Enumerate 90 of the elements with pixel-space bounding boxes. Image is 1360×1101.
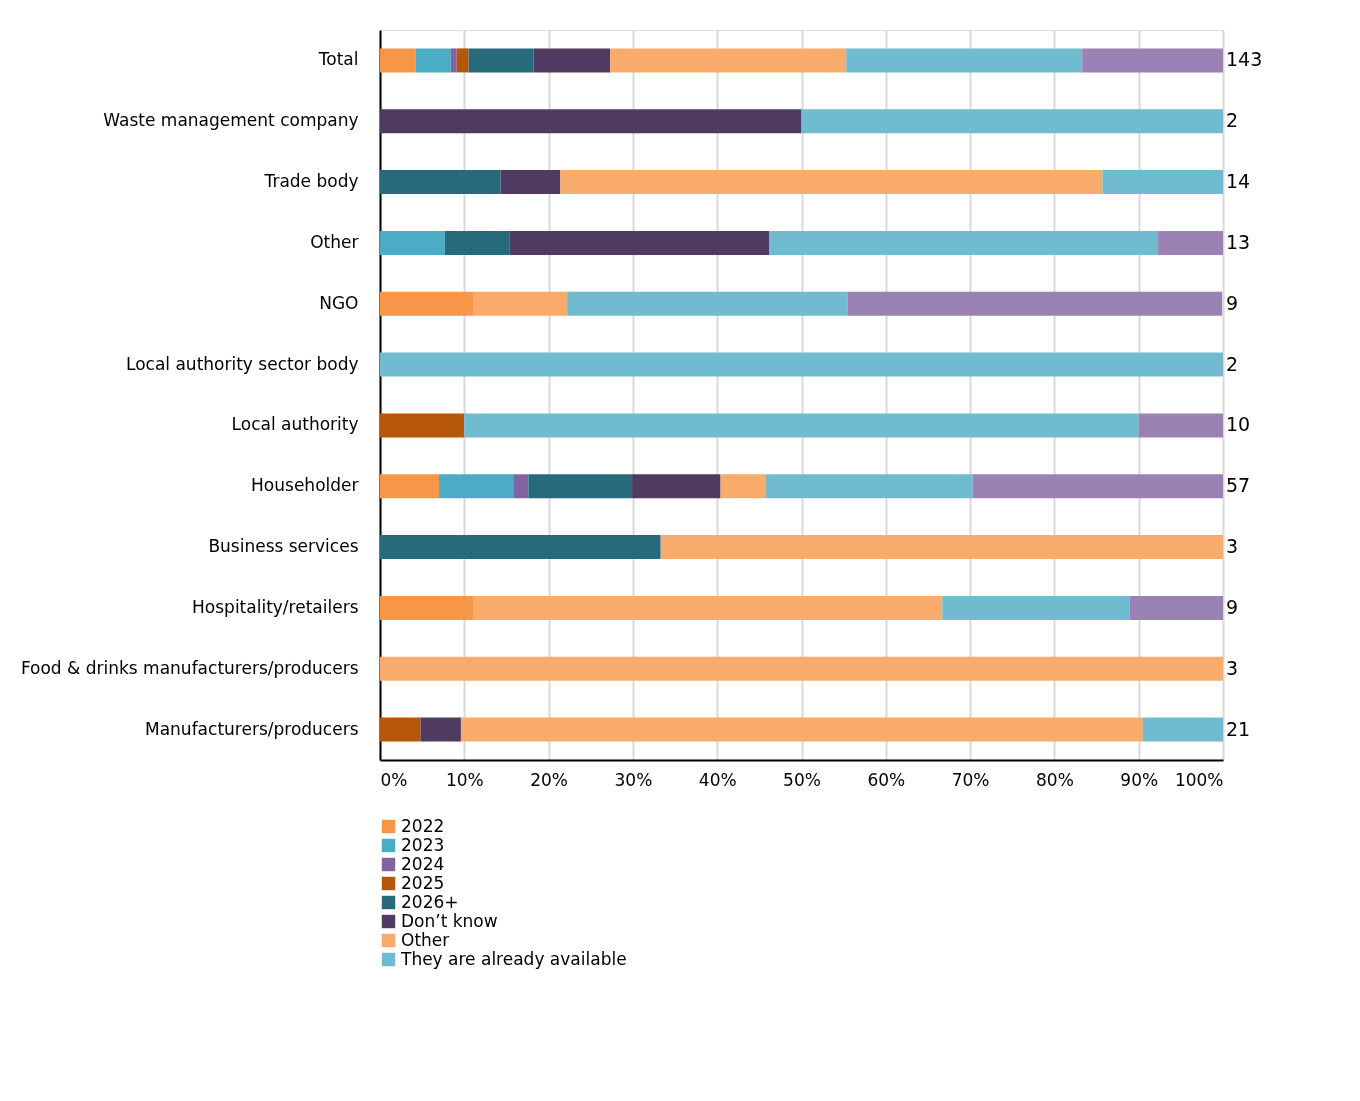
bar [769,230,1159,255]
bar [380,595,474,620]
bar [420,717,461,742]
y-tick-label: Trade body [263,171,359,192]
text: 3 [1226,656,1239,679]
y-tick-label: NGO [319,292,359,313]
bar [439,474,514,499]
bar [468,48,534,73]
y-tick-label: Manufacturers/producers [145,718,359,739]
text: 9 [1226,291,1239,314]
legend-label: 2023 [401,834,445,855]
x-tick-label: 0% [380,769,408,790]
legend-label: Don’t know [401,910,498,931]
y-tick-label: Hospitality/retailers [192,596,359,617]
bar [450,48,457,73]
bar [380,717,421,742]
legend-label: Other [401,929,450,950]
text: 13 [1226,230,1251,253]
text: 2 [1226,109,1239,132]
y-tick-label: Other [310,231,359,252]
legend-label: 2025 [401,872,445,893]
bar [380,109,802,134]
bar [972,474,1223,499]
text: 14 [1226,170,1251,193]
bar [632,474,721,499]
bar [380,474,440,499]
bar [1082,48,1223,73]
bar [765,474,973,499]
legend-label: 2022 [401,815,445,836]
x-tick-label: 30% [614,769,653,790]
y-tick-label: Local authority sector body [125,353,359,374]
x-tick-label: 10% [445,769,484,790]
bar [1142,717,1223,742]
y-tick-label: Householder [251,475,359,496]
bar [464,413,1139,438]
bar [610,48,847,73]
bar [1158,230,1223,255]
bar [380,170,501,195]
y-tick-label: Total [317,49,359,70]
bar [1129,595,1223,620]
bar [380,48,416,73]
bar [456,48,469,73]
x-tick-label: 80% [1036,769,1074,790]
text: 2 [1226,352,1239,375]
bar [1138,413,1223,438]
bar [444,230,510,255]
bar [720,474,766,499]
legend-label: 2026+ [401,891,459,912]
x-tick-label: 70% [951,769,990,790]
bar [513,474,529,499]
bar [533,48,611,73]
bar [380,656,1223,681]
text: 3 [1226,535,1239,558]
text: 143 [1226,48,1263,71]
bar [473,595,943,620]
legend-label: They are already available [400,948,627,969]
bar [460,717,1143,742]
bar [1102,170,1223,195]
bar [509,230,770,255]
legend-label: 2024 [401,853,445,874]
y-tick-label: Business services [208,536,359,557]
y-tick-label: Waste management company [103,110,359,131]
x-tick-label: 40% [698,769,737,790]
bar [560,170,1103,195]
y-tick-label: Food & drinks manufacturers/producers [20,657,359,678]
bar [846,48,1083,73]
text: 57 [1226,474,1251,497]
bar [660,535,1223,560]
bar [567,291,848,316]
x-tick-label: 100% [1174,769,1224,790]
bar [528,474,633,499]
text: 21 [1226,717,1251,740]
bar [801,109,1223,134]
x-tick-label: 50% [783,769,821,790]
text: 10 [1226,413,1251,436]
bar [847,291,1223,316]
x-tick-label: 20% [530,769,568,790]
bar [415,48,451,73]
bar [500,170,561,195]
x-tick-label: 90% [1120,769,1159,790]
bar [380,535,661,560]
y-tick-label: Local authority [231,414,359,435]
bar [380,352,1223,377]
bar [380,291,474,316]
bar [473,291,568,316]
bar [380,413,465,438]
x-tick-label: 60% [867,769,906,790]
bar [942,595,1130,620]
text: 9 [1226,595,1239,618]
bar [380,230,445,255]
